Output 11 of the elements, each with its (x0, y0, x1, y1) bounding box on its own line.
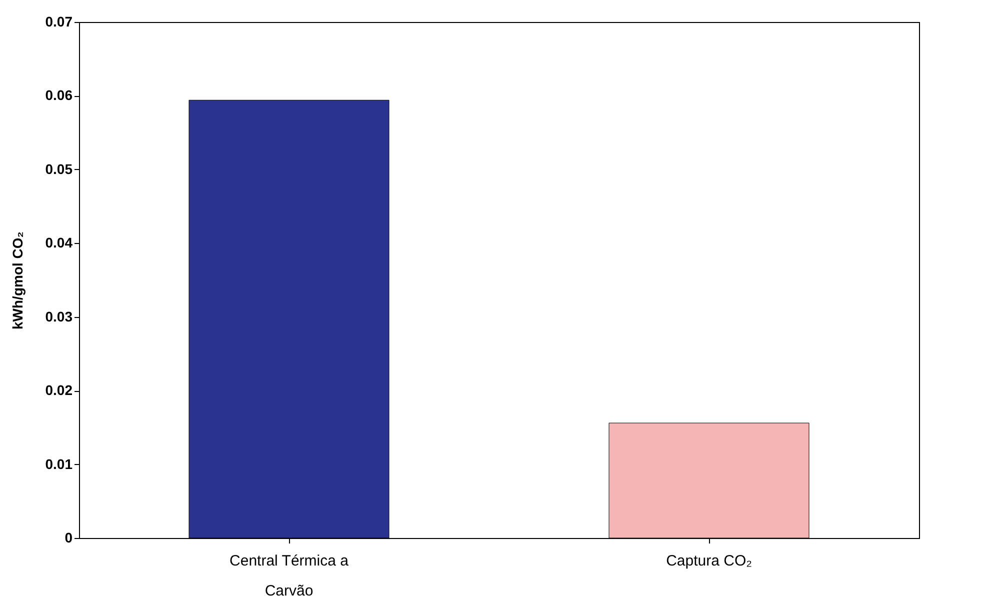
y-tick-label: 0 (64, 530, 73, 546)
y-tick-label: 0.07 (45, 14, 73, 30)
y-axis-title: kWh/gmol CO₂ (9, 232, 26, 330)
y-tick-label: 0.01 (45, 456, 73, 472)
y-tick-label: 0.02 (45, 382, 73, 398)
y-tick-label: 0.06 (45, 87, 73, 104)
y-tick-label: 0.05 (45, 160, 73, 177)
x-tick-label: Central Térmica a Carvão (230, 552, 350, 600)
x-tick-label: Captura CO₂ (666, 552, 752, 570)
y-tick-label: 0.04 (45, 234, 73, 251)
y-tick-label: 0.03 (45, 308, 73, 324)
